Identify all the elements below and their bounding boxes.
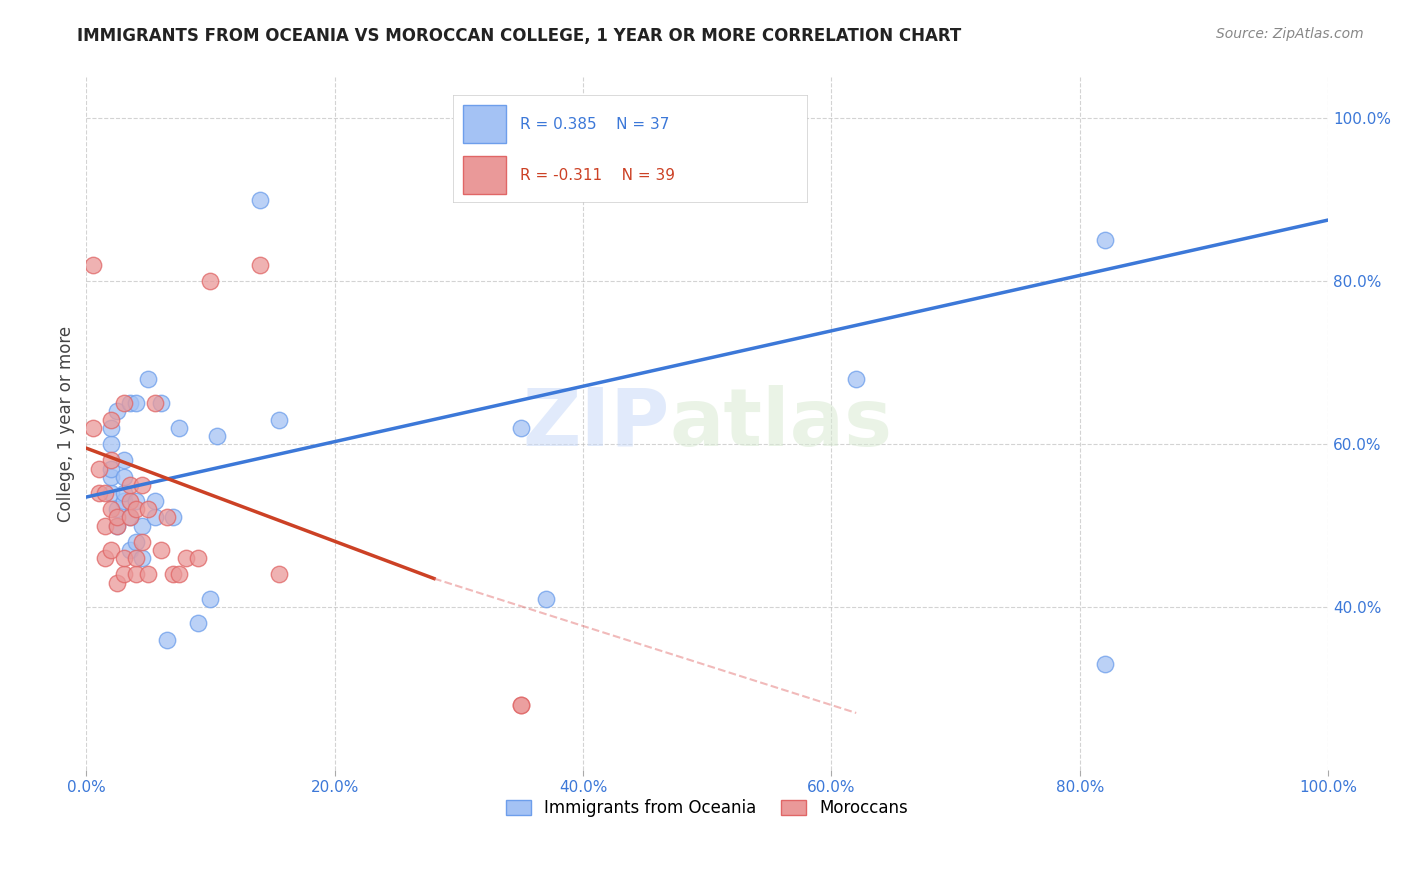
Point [200,274,222,288]
Point [131,534,153,549]
Point [94,518,117,533]
Point [100,543,122,558]
Point [118,510,141,524]
Point [149,543,172,558]
Point [118,478,141,492]
Point [162,510,184,524]
Text: ZIP: ZIP [523,384,671,463]
Point [87,486,110,500]
Legend: Immigrants from Oceania, Moroccans: Immigrants from Oceania, Moroccans [499,793,915,824]
Point [94,551,117,566]
Point [105,518,128,533]
Point [205,429,228,443]
Point [112,551,135,566]
Point [100,437,122,451]
Point [118,510,141,524]
Text: Source: ZipAtlas.com: Source: ZipAtlas.com [1216,27,1364,41]
Point [118,396,141,410]
Point [162,567,184,582]
Point [105,518,128,533]
Point [100,469,122,483]
Point [112,567,135,582]
Point [149,396,172,410]
Point [1094,234,1116,248]
Point [105,404,128,418]
Point [112,396,135,410]
Point [143,510,166,524]
Point [267,412,290,426]
Point [125,567,148,582]
Point [125,534,148,549]
Point [510,698,533,712]
Point [94,486,117,500]
Point [143,494,166,508]
Point [87,461,110,475]
Point [105,502,128,516]
Y-axis label: College, 1 year or more: College, 1 year or more [58,326,75,522]
Point [249,258,271,272]
Point [118,494,141,508]
Point [112,453,135,467]
Point [174,551,197,566]
Point [82,258,104,272]
Point [187,551,209,566]
Point [510,421,533,435]
Point [100,502,122,516]
Point [267,567,290,582]
Point [131,551,153,566]
Point [125,551,148,566]
Point [138,502,160,516]
Point [112,486,135,500]
Point [112,494,135,508]
Text: atlas: atlas [671,384,893,463]
Point [138,372,160,386]
Point [105,510,128,524]
Point [125,494,148,508]
Text: IMMIGRANTS FROM OCEANIA VS MOROCCAN COLLEGE, 1 YEAR OR MORE CORRELATION CHART: IMMIGRANTS FROM OCEANIA VS MOROCCAN COLL… [77,27,962,45]
Point [125,396,148,410]
Point [105,575,128,590]
Point [845,372,868,386]
Point [169,567,191,582]
Point [169,421,191,435]
Point [100,486,122,500]
Point [131,478,153,492]
Point [1094,657,1116,671]
Point [112,469,135,483]
Point [156,510,179,524]
Point [100,421,122,435]
Point [510,698,533,712]
Point [125,502,148,516]
Point [100,461,122,475]
Point [249,193,271,207]
Point [100,412,122,426]
Point [143,396,166,410]
Point [138,567,160,582]
Point [200,591,222,606]
Point [534,591,557,606]
Point [156,632,179,647]
Point [187,616,209,631]
Point [82,421,104,435]
Point [131,518,153,533]
Point [118,543,141,558]
Point [100,453,122,467]
